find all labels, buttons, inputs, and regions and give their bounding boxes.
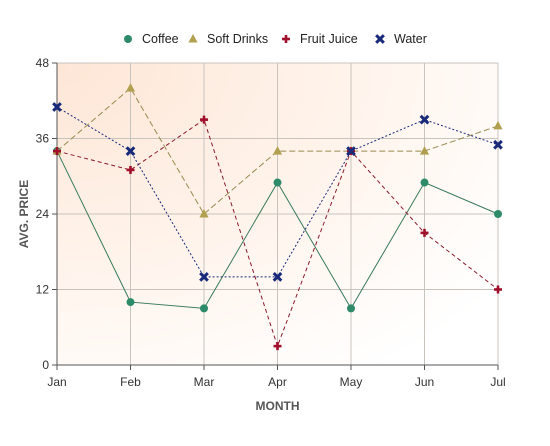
data-point-x [346, 146, 356, 156]
data-point-x [493, 139, 503, 150]
data-point-triangle [199, 209, 209, 218]
data-point-triangle [188, 34, 198, 43]
data-point-circle [347, 304, 355, 313]
x-axis-title: MONTH [256, 399, 300, 413]
plus-bar-v [129, 165, 132, 174]
data-point-x [272, 272, 283, 282]
plus-bar-v [202, 115, 206, 124]
data-point-plus [282, 35, 290, 43]
legend-item-water: Water [375, 32, 427, 46]
x-stroke-b [375, 34, 385, 44]
legend-label: Fruit Juice [300, 32, 358, 46]
data-point-x [375, 34, 385, 44]
x-stroke-b [52, 102, 62, 112]
data-point-triangle [493, 120, 503, 130]
x-stroke-b [272, 272, 283, 282]
data-point-circle [420, 178, 429, 187]
x-tick-label: Jan [47, 375, 66, 389]
data-point-circle [124, 35, 132, 43]
legend-label: Water [394, 32, 427, 46]
data-point-x [52, 102, 62, 112]
data-point-plus [126, 165, 135, 174]
data-point-circle [494, 210, 502, 218]
data-point-triangle [272, 146, 283, 155]
series-water [52, 102, 503, 282]
plus-bar-v [276, 342, 279, 351]
data-point-triangle [125, 83, 136, 92]
legend-item-coffee: Coffee [124, 32, 179, 46]
y-tick-label: 48 [36, 56, 50, 70]
data-point-plus [200, 115, 208, 124]
legend-label: Coffee [142, 32, 179, 46]
x-stroke-b [346, 146, 356, 156]
series-group [52, 83, 503, 351]
data-point-x [419, 114, 430, 125]
x-stroke-b [419, 114, 430, 125]
data-point-circle [200, 304, 208, 313]
plus-bar-v [55, 147, 59, 156]
x-tick-label: Jun [415, 375, 434, 389]
data-point-plus [273, 342, 282, 351]
plus-bar-v [423, 228, 426, 237]
data-point-plus [420, 228, 429, 237]
x-tick-label: May [340, 375, 363, 389]
data-point-plus [53, 147, 61, 156]
y-axis-title: AVG. PRICE [17, 180, 31, 248]
data-point-x [199, 272, 209, 282]
y-tick-label: 0 [42, 358, 49, 372]
x-tick-label: Feb [120, 375, 141, 389]
x-tick-label: Apr [268, 375, 287, 389]
x-stroke-b [493, 139, 503, 150]
legend-item-soft-drinks: Soft Drinks [188, 32, 268, 46]
data-point-triangle [419, 146, 430, 155]
x-stroke-b [199, 272, 209, 282]
y-tick-label: 12 [36, 283, 50, 297]
x-tick-label: Mar [194, 375, 215, 389]
data-point-x [125, 146, 136, 156]
data-point-plus [494, 285, 502, 294]
y-tick-label: 36 [36, 132, 50, 146]
legend-item-fruit-juice: Fruit Juice [282, 32, 358, 46]
plus-bar-v [496, 285, 500, 294]
x-stroke-b [125, 146, 136, 156]
plus-bar-v [284, 35, 288, 43]
data-point-circle [126, 298, 135, 307]
grid [57, 62, 499, 365]
legend-label: Soft Drinks [207, 32, 268, 46]
x-tick-label: Jul [490, 375, 505, 389]
axes: 0 12 24 36 48 Jan Feb Mar Apr May Jun Jul [36, 56, 506, 389]
data-point-circle [273, 178, 282, 187]
legend: Coffee Soft Drinks Fruit Juice Water [124, 32, 427, 46]
y-tick-label: 24 [36, 207, 50, 221]
